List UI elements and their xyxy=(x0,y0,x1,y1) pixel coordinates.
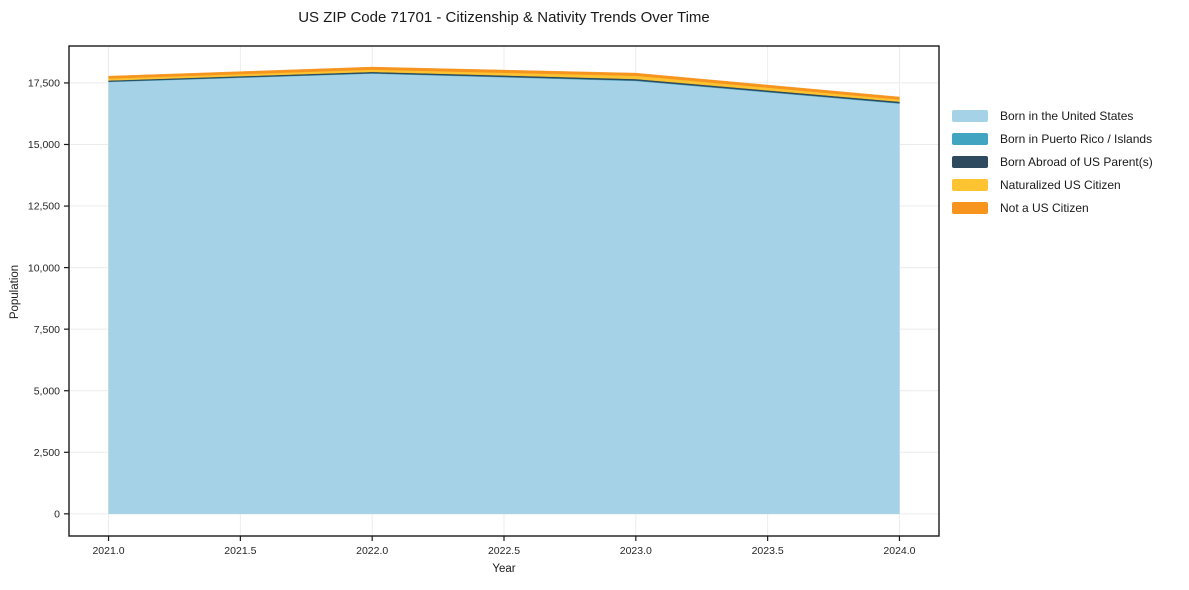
legend-item: Naturalized US Citizen xyxy=(952,173,1153,196)
x-tick-label: 2022.5 xyxy=(488,545,520,557)
y-tick-label: 0 xyxy=(54,509,60,521)
legend-label: Born in the United States xyxy=(1000,108,1134,123)
legend-item: Born Abroad of US Parent(s) xyxy=(952,150,1153,173)
y-tick-label: 12,500 xyxy=(28,201,60,213)
legend-item: Born in the United States xyxy=(952,104,1153,127)
x-tick-label: 2024.0 xyxy=(883,545,915,557)
y-tick-label: 17,500 xyxy=(28,78,60,90)
x-axis-label: Year xyxy=(492,563,516,575)
x-tick-label: 2023.0 xyxy=(620,545,652,557)
x-tick-label: 2023.5 xyxy=(752,545,784,557)
legend-label: Born in Puerto Rico / Islands xyxy=(1000,131,1153,146)
chart-title: US ZIP Code 71701 - Citizenship & Nativi… xyxy=(298,9,710,26)
legend: Born in the United States Born in Puerto … xyxy=(952,104,1153,219)
legend-item: Born in Puerto Rico / Islands xyxy=(952,127,1153,150)
legend-item: Not a US Citizen xyxy=(952,196,1153,219)
x-tick-label: 2022.0 xyxy=(356,545,388,557)
y-tick-label: 7,500 xyxy=(34,324,60,336)
legend-label: Naturalized US Citizen xyxy=(1000,177,1121,192)
y-tick-label: 10,000 xyxy=(28,262,60,274)
y-tick-label: 15,000 xyxy=(28,139,60,151)
legend-swatch xyxy=(952,109,988,122)
legend-swatch xyxy=(952,178,988,191)
y-tick-label: 2,500 xyxy=(34,447,60,459)
y-axis-label: Population xyxy=(9,264,21,320)
y-tick-label: 5,000 xyxy=(34,385,60,397)
area-series xyxy=(108,66,900,100)
legend-swatch xyxy=(952,155,988,168)
legend-swatch xyxy=(952,132,988,145)
legend-label: Born Abroad of US Parent(s) xyxy=(1000,154,1153,169)
x-tick-label: 2021.5 xyxy=(224,545,256,557)
x-tick-label: 2021.0 xyxy=(92,545,124,557)
legend-label: Not a US Citizen xyxy=(1000,200,1089,215)
legend-swatch xyxy=(952,201,988,214)
area-series xyxy=(108,73,900,515)
